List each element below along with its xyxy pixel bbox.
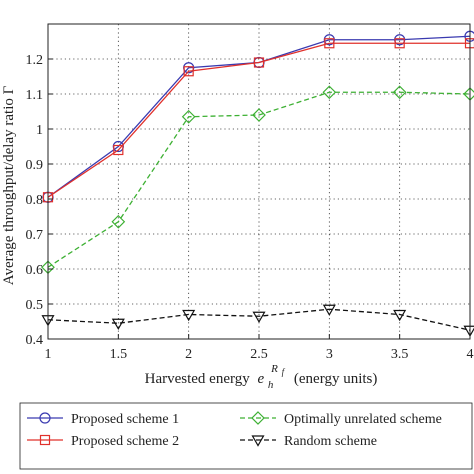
y-axis-label: Average throughput/delay ratio Γ bbox=[1, 85, 17, 285]
data-point bbox=[322, 304, 336, 316]
x-axis-label-units: (energy units) bbox=[294, 371, 377, 387]
legend-item: Random scheme bbox=[240, 434, 377, 449]
x-axis-label-symbol: e bbox=[257, 371, 264, 387]
legend-label: Proposed scheme 2 bbox=[71, 434, 179, 449]
legend-item: Optimally unrelated scheme bbox=[240, 411, 442, 427]
x-tick-label: 3 bbox=[326, 347, 333, 362]
legend-label: Optimally unrelated scheme bbox=[284, 412, 442, 427]
x-axis-label-main: Harvested energy bbox=[145, 371, 251, 387]
x-axis-label-superscript: R bbox=[270, 363, 278, 375]
data-point bbox=[392, 85, 407, 100]
axis-ticks: 1 1.5 2 2.5 3 3.5 4 0.4 0.5 0.6 0.7 0.8 0.9 1 1.1 1.2 bbox=[26, 53, 474, 362]
y-tick-label: 0.5 bbox=[26, 298, 44, 313]
x-tick-label: 2.5 bbox=[250, 347, 268, 362]
data-point bbox=[182, 309, 196, 322]
legend-item: Proposed scheme 2 bbox=[27, 434, 179, 449]
grid-lines bbox=[48, 24, 470, 339]
x-axis-label-superscript-sub: f bbox=[282, 367, 286, 377]
data-point bbox=[324, 38, 335, 49]
legend-marker bbox=[251, 411, 265, 425]
legend: Proposed scheme 1 Proposed scheme 2 Optima… bbox=[19, 402, 473, 470]
legend-marker bbox=[39, 434, 51, 446]
data-point bbox=[394, 38, 405, 49]
x-tick-label: 3.5 bbox=[391, 347, 409, 362]
series-square bbox=[42, 38, 474, 203]
series-line bbox=[47, 91, 471, 268]
series-circle bbox=[42, 30, 474, 203]
data-point bbox=[111, 318, 125, 330]
y-tick-label: 0.7 bbox=[26, 228, 44, 243]
x-tick-label: 1.5 bbox=[110, 347, 128, 362]
y-tick-label: 1.1 bbox=[26, 88, 44, 103]
x-tick-label: 2 bbox=[185, 347, 192, 362]
data-point bbox=[322, 85, 337, 100]
legend-frame bbox=[19, 402, 473, 470]
data-point bbox=[183, 66, 194, 77]
data-point bbox=[252, 108, 266, 122]
y-tick-label: 0.9 bbox=[26, 158, 44, 173]
x-axis-label-subscript: h bbox=[268, 379, 274, 391]
y-tick-label: 1 bbox=[36, 123, 43, 138]
y-tick-label: 0.8 bbox=[26, 193, 44, 208]
data-point bbox=[463, 325, 474, 337]
legend-label: Proposed scheme 1 bbox=[71, 412, 179, 427]
series-line bbox=[47, 308, 471, 331]
y-tick-label: 0.6 bbox=[26, 263, 44, 278]
series-triangle-down bbox=[41, 304, 474, 337]
y-tick-label: 1.2 bbox=[26, 53, 44, 68]
legend-marker bbox=[251, 435, 265, 447]
data-point bbox=[253, 57, 265, 68]
data-point bbox=[393, 309, 407, 322]
data-point bbox=[113, 144, 124, 156]
series-lines bbox=[41, 30, 474, 337]
x-tick-label: 1 bbox=[45, 347, 52, 362]
legend-item: Proposed scheme 1 bbox=[27, 412, 179, 427]
y-tick-label: 0.4 bbox=[26, 333, 44, 348]
data-point bbox=[111, 214, 126, 229]
data-point bbox=[181, 109, 196, 124]
series-line bbox=[47, 42, 470, 198]
x-tick-label: 4 bbox=[467, 347, 474, 362]
legend-marker bbox=[39, 412, 51, 424]
data-point bbox=[252, 311, 266, 323]
legend-label: Random scheme bbox=[284, 434, 377, 449]
series-diamond bbox=[41, 85, 474, 275]
x-axis-label: Harvested energy e h R f (energy units) bbox=[145, 360, 378, 392]
